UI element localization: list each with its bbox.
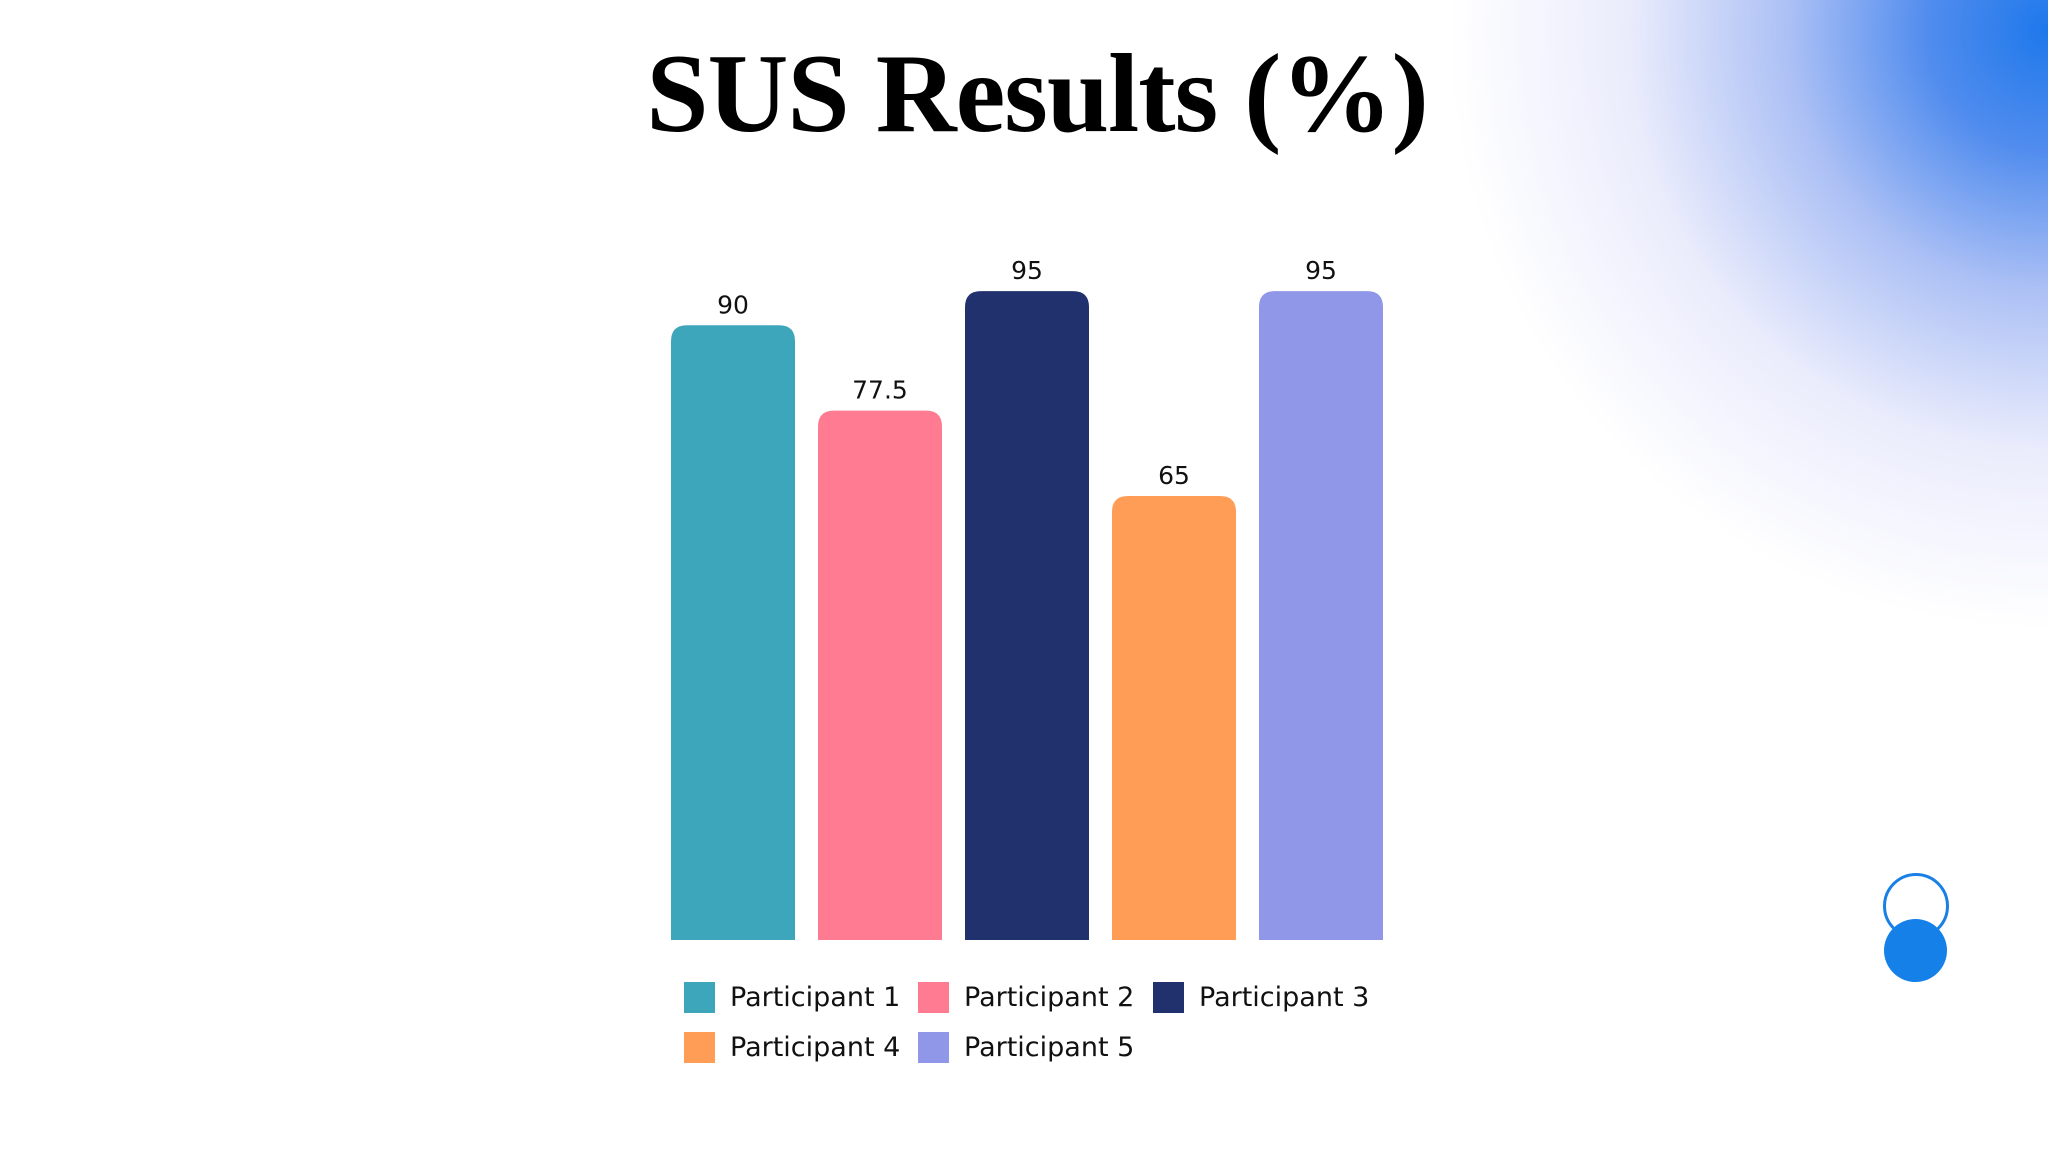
data-label-5: 95: [1305, 256, 1337, 285]
filled-circle-icon: [1884, 919, 1947, 982]
bar-3: [965, 291, 1089, 940]
legend-item-1: Participant 1: [684, 982, 900, 1013]
data-label-1: 90: [717, 290, 749, 319]
data-label-4: 65: [1158, 461, 1190, 490]
legend-label: Participant 1: [730, 982, 901, 1013]
legend-label: Participant 3: [1199, 982, 1370, 1013]
legend-swatch: [1153, 982, 1184, 1013]
legend-swatch: [684, 1032, 715, 1063]
bar-2: [818, 410, 942, 940]
legend-item-5: Participant 5: [918, 1032, 1134, 1063]
legend-swatch: [918, 982, 949, 1013]
bar-4: [1112, 496, 1236, 940]
bar-5: [1259, 291, 1383, 940]
legend-label: Participant 2: [964, 982, 1135, 1013]
legend-item-2: Participant 2: [918, 982, 1134, 1013]
legend-swatch: [684, 982, 715, 1013]
legend-label: Participant 4: [730, 1032, 901, 1063]
legend-swatch: [918, 1032, 949, 1063]
legend-item-3: Participant 3: [1153, 982, 1369, 1013]
data-label-3: 95: [1011, 256, 1043, 285]
legend-item-4: Participant 4: [684, 1032, 900, 1063]
chart-title: SUS Results (%): [646, 32, 1429, 156]
legend-label: Participant 5: [964, 1032, 1135, 1063]
data-label-2: 77.5: [852, 376, 908, 405]
background-blue-gradient: [1298, 0, 2048, 750]
bar-1: [671, 325, 795, 940]
